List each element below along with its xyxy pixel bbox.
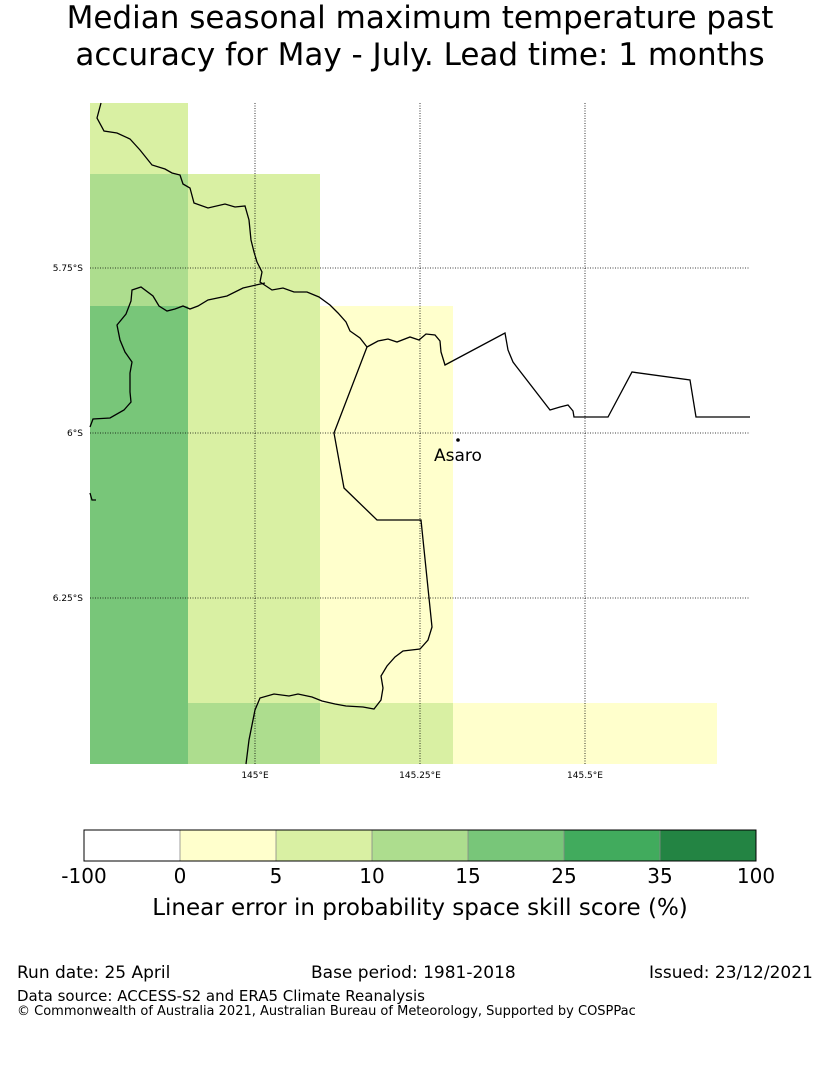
colorbar-tick: 35 (647, 864, 673, 888)
colorbar-label: Linear error in probability space skill … (152, 895, 688, 921)
colorbar-segment (180, 830, 276, 861)
grid-cell (320, 703, 453, 764)
grid-cell (188, 174, 320, 703)
colorbar-segment (468, 830, 564, 861)
asaro-marker (456, 438, 460, 442)
data-source: Data source: ACCESS-S2 and ERA5 Climate … (17, 987, 425, 1005)
grid-cell (90, 174, 188, 306)
colorbar-tick: 25 (551, 864, 577, 888)
issued-date: Issued: 23/12/2021 (649, 963, 813, 983)
boundary-line (96, 102, 368, 348)
title-line-2: accuracy for May - July. Lead time: 1 mo… (75, 37, 765, 73)
colorbar (83, 829, 757, 862)
colorbar-tick: 15 (455, 864, 481, 888)
grid-cell (320, 306, 453, 703)
lon-label: 145°E (241, 771, 269, 781)
colorbar-tick: 10 (359, 864, 385, 888)
colorbar-frame (83, 829, 757, 862)
boundary-line (366, 332, 750, 418)
copyright: © Commonwealth of Australia 2021, Austra… (17, 1004, 636, 1019)
colorbar-segment (372, 830, 468, 861)
colorbar-tick: -100 (61, 864, 107, 888)
skill-grid (90, 103, 717, 764)
lon-label: 145.25°E (399, 771, 441, 781)
colorbar-segment (276, 830, 372, 861)
lat-label: 6.25°S (53, 594, 84, 604)
colorbar-segment (84, 830, 180, 861)
chart-title: Median seasonal maximum temperature past… (0, 0, 840, 74)
lon-label: 145.5°E (567, 771, 603, 781)
base-period: Base period: 1981-2018 (311, 963, 516, 983)
graticule (90, 103, 749, 764)
boundaries (89, 102, 750, 765)
grid-cell (90, 103, 188, 174)
lat-label: 5.75°S (53, 264, 84, 274)
boundary-line (245, 346, 433, 765)
colorbar-segment (660, 830, 756, 861)
boundary-line (89, 282, 266, 428)
colorbar-tick: 100 (736, 864, 776, 888)
boundary-line (89, 492, 96, 501)
colorbar-tick: 5 (269, 864, 283, 888)
run-date: Run date: 25 April (17, 963, 171, 983)
colorbar-tick: 0 (173, 864, 187, 888)
grid-cell (90, 306, 188, 764)
title-line-1: Median seasonal maximum temperature past (66, 0, 774, 36)
asaro-label: Asaro (434, 446, 482, 466)
lat-label: 6°S (67, 429, 83, 439)
colorbar-segment (564, 830, 660, 861)
